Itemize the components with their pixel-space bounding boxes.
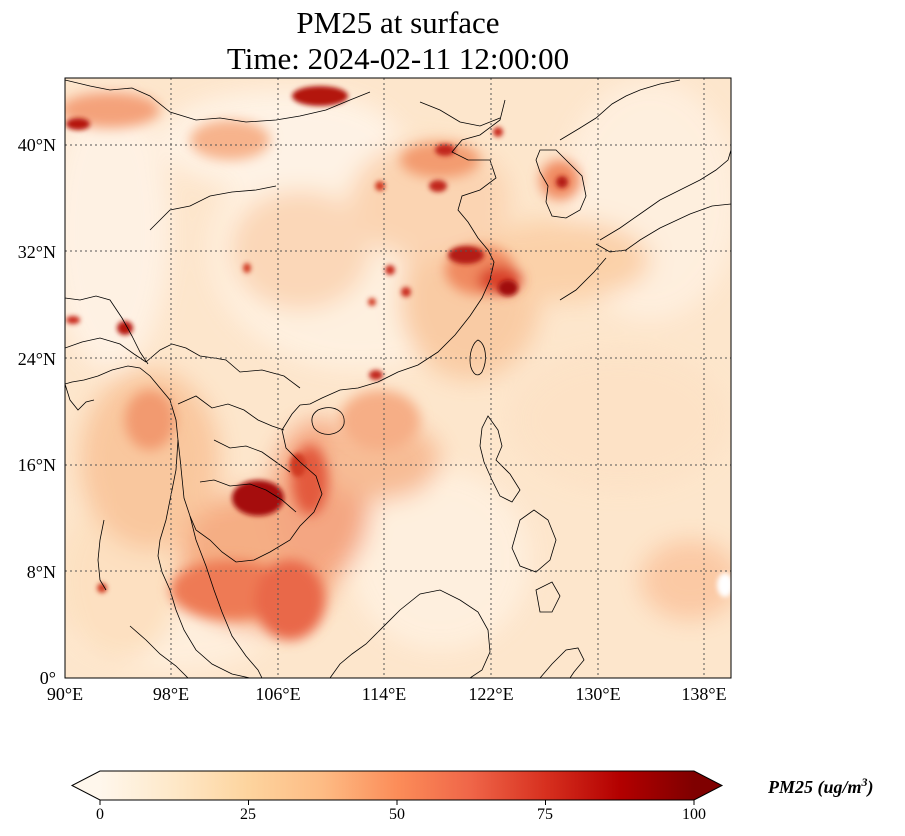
- colorbar-label-exponent: 3: [861, 775, 868, 789]
- lon-tick-label: 98°E: [152, 684, 190, 704]
- lon-tick-label: 138°E: [681, 684, 727, 704]
- colorbar-label-main: PM25 (ug/m: [768, 777, 862, 797]
- colorbar-extend-max: [694, 771, 722, 800]
- map-title: PM25 at surface: [296, 5, 500, 40]
- lon-tick-label: 122°E: [468, 684, 514, 704]
- pm25-field: [65, 78, 731, 678]
- colorbar-gradient: [100, 771, 694, 800]
- colorbar-label-end: ): [867, 777, 874, 797]
- colorbar-tick-label: 100: [682, 806, 706, 823]
- lat-tick-label: 8°N: [26, 562, 56, 582]
- lat-tick-label: 40°N: [17, 135, 56, 155]
- lat-tick-label: 24°N: [17, 349, 56, 369]
- colorbar-tick-label: 0: [96, 806, 104, 823]
- map-frame: [64, 77, 732, 679]
- colorbar-label: PM25 (ug/m3): [768, 775, 874, 798]
- colorbar-extend-min: [72, 771, 100, 800]
- colorbar-tick-label: 25: [240, 806, 256, 823]
- colorbar-tick-label: 50: [389, 806, 405, 823]
- lon-tick-label: 130°E: [575, 684, 621, 704]
- lat-tick-label: 32°N: [17, 242, 56, 262]
- lat-tick-label: 16°N: [17, 455, 56, 475]
- lon-tick-label: 90°E: [46, 684, 84, 704]
- map-time-subtitle: Time: 2024-02-11 12:00:00: [226, 41, 570, 76]
- colorbar: [70, 770, 724, 805]
- lon-tick-label: 114°E: [361, 684, 407, 704]
- lat-tick-label: 0°: [39, 668, 56, 688]
- colorbar-tick-label: 75: [537, 806, 553, 823]
- gridlines: [65, 78, 731, 678]
- coastlines: [65, 79, 731, 678]
- lon-tick-label: 106°E: [255, 684, 301, 704]
